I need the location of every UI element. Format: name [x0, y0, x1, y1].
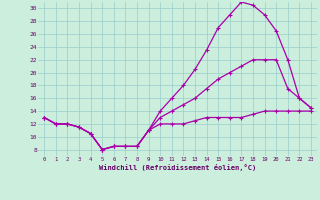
- X-axis label: Windchill (Refroidissement éolien,°C): Windchill (Refroidissement éolien,°C): [99, 164, 256, 171]
